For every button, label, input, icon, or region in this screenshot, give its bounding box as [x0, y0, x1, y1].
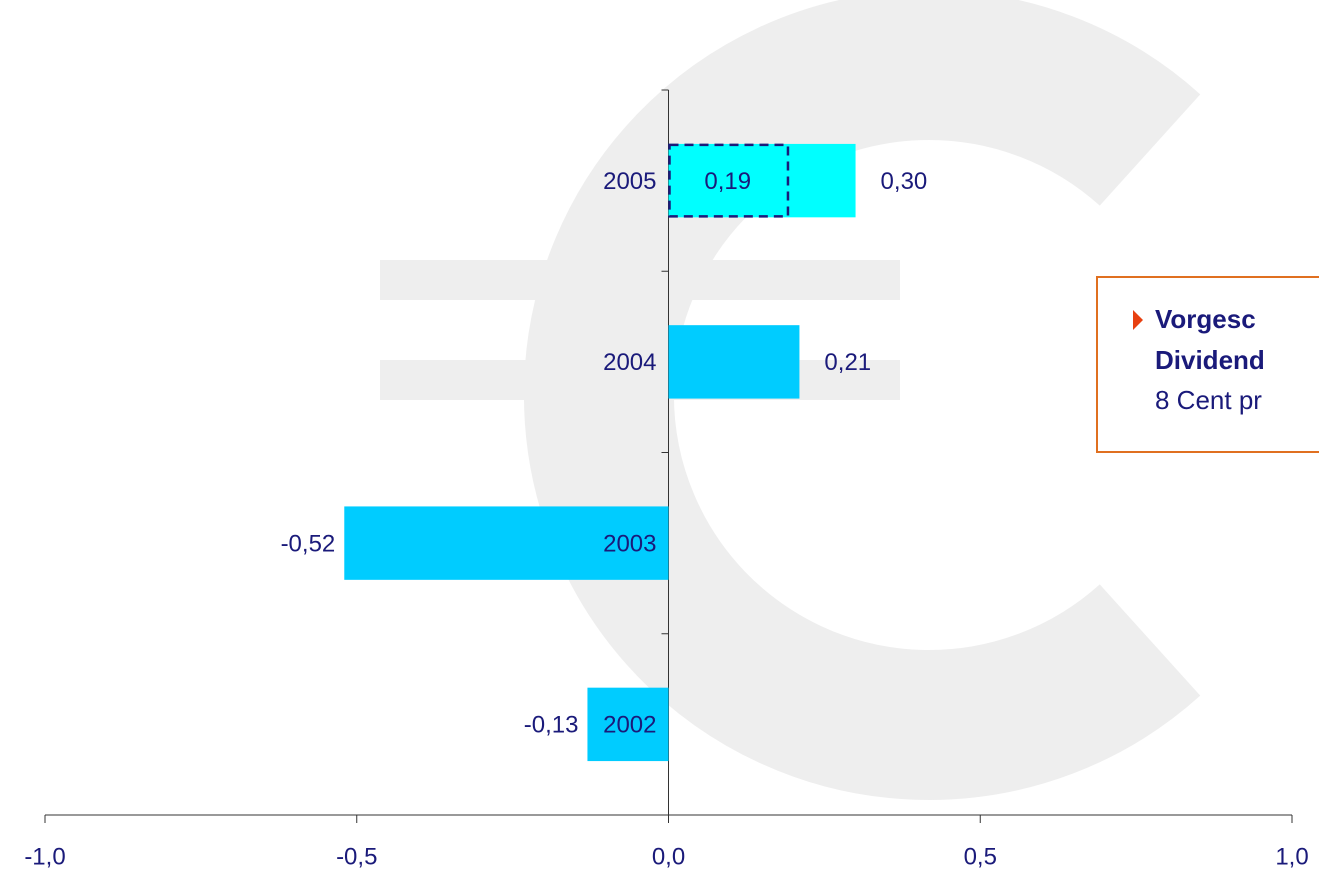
bar [669, 144, 856, 217]
bar [669, 325, 800, 398]
page: -1,0 -0,5 0,0 0,5 1,0 0,30 0,21 -0,52 -0,13 0,19 2… [0, 0, 1319, 871]
callout: Vorgesc Dividend 8 Cent pr [1097, 277, 1319, 452]
x-tick-label: -0,5 [336, 843, 377, 870]
value-label: -0,52 [281, 530, 336, 557]
callout-line: Dividend [1155, 345, 1265, 375]
callout-line: 8 Cent pr [1155, 385, 1262, 415]
value-label: -0,13 [524, 712, 579, 739]
chart: -1,0 -0,5 0,0 0,5 1,0 0,30 0,21 -0,52 -0,13 0,19 2… [0, 0, 1319, 871]
x-tick-label: 0,5 [964, 843, 997, 870]
category-label: 2005 [603, 168, 656, 195]
category-label: 2003 [603, 530, 656, 557]
value-label: 0,19 [704, 168, 751, 195]
x-tick-label: -1,0 [24, 843, 65, 870]
callout-line: Vorgesc [1155, 304, 1256, 334]
value-label: 0,30 [881, 168, 928, 195]
category-label: 2002 [603, 712, 656, 739]
category-label: 2004 [603, 349, 656, 376]
x-tick-label: 0,0 [652, 843, 685, 870]
x-tick-label: 1,0 [1275, 843, 1308, 870]
value-label: 0,21 [824, 349, 871, 376]
